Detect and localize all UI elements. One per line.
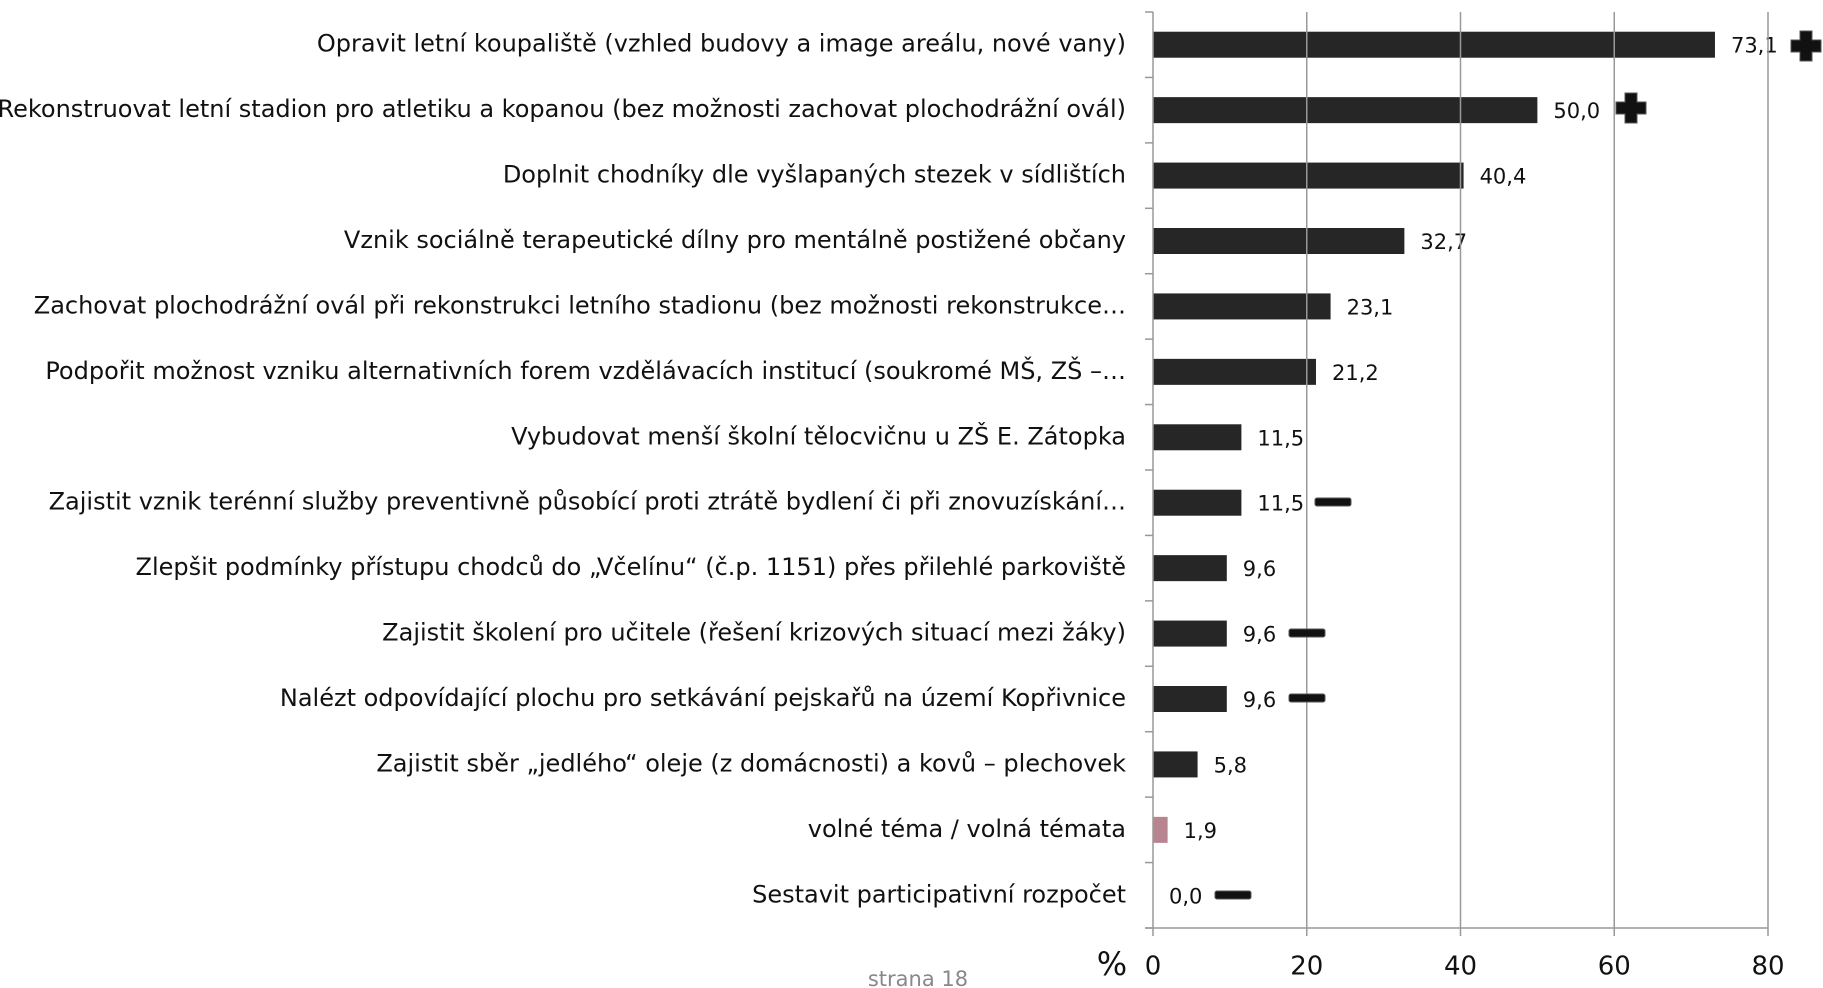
value-label: 9,6 [1243,688,1276,712]
bar [1153,358,1316,385]
minus-icon [1214,890,1252,900]
y-tick-label: Vznik sociálně terapeutické dílny pro me… [344,226,1126,254]
value-label: 1,9 [1184,819,1217,843]
y-tick-label: Vybudovat menší školní tělocvičnu u ZŠ E… [511,420,1126,450]
bar [1153,816,1168,843]
y-tick-label: Sestavit participativní rozpočet [752,880,1126,908]
bar [1153,293,1331,320]
plus-icon [1615,92,1647,124]
bar [1153,162,1464,189]
value-label: 11,5 [1257,492,1304,516]
value-label: 23,1 [1347,295,1394,319]
bar [1153,228,1405,254]
x-tick-label: 80 [1751,952,1784,982]
bar [1153,620,1227,647]
minus-icon [1314,497,1352,507]
y-tick-label: Zachovat plochodrážní ovál při rekonstru… [34,291,1126,319]
value-label: 73,1 [1731,34,1778,58]
value-label: 40,4 [1480,165,1527,189]
x-tick-label: 20 [1290,952,1323,982]
markers [1214,30,1822,900]
value-label: 11,5 [1257,426,1304,450]
bar [1153,424,1242,451]
plus-icon [1790,30,1822,62]
value-label: 5,8 [1214,753,1247,777]
bar [1153,489,1242,516]
x-tick-label: 40 [1444,952,1477,982]
value-label: 9,6 [1243,623,1276,647]
x-tick-label: 60 [1598,952,1631,982]
value-label: 50,0 [1553,99,1600,123]
y-tick-label: Nalézt odpovídající plochu pro setkávání… [280,684,1126,712]
y-tick-label: Rekonstruovat letní stadion pro atletiku… [0,95,1126,123]
y-tick-label: Podpořit možnost vzniku alternativních f… [45,355,1126,385]
y-tick-label: Zlepšit podmínky přístupu chodců do „Vče… [136,553,1127,581]
bar [1153,751,1198,778]
y-tick-label: Zajistit vznik terénní služby preventivn… [49,488,1126,516]
y-tick-label: Doplnit chodníky dle vyšlapaných stezek … [503,161,1126,189]
value-label: 21,2 [1332,361,1379,385]
x-axis-label: % [1097,945,1127,983]
bar [1153,97,1538,124]
value-label: 0,0 [1169,884,1202,908]
bar [1153,31,1715,58]
minus-icon [1288,628,1326,638]
value-label: 32,7 [1420,230,1467,254]
bar [1153,555,1227,582]
bar [1153,686,1227,712]
y-tick-label: Opravit letní koupaliště (vzhled budovy … [317,30,1126,58]
value-label: 9,6 [1243,557,1276,581]
x-tick-label: 0 [1145,952,1162,982]
y-tick-label: Zajistit školení pro učitele (řešení kri… [382,619,1126,647]
y-tick-label: volné téma / volná témata [808,815,1126,843]
footer: strana 18 [868,967,968,988]
minus-icon [1288,693,1326,703]
y-tick-label: Zajistit sběr „jedlého“ oleje (z domácno… [376,749,1126,777]
